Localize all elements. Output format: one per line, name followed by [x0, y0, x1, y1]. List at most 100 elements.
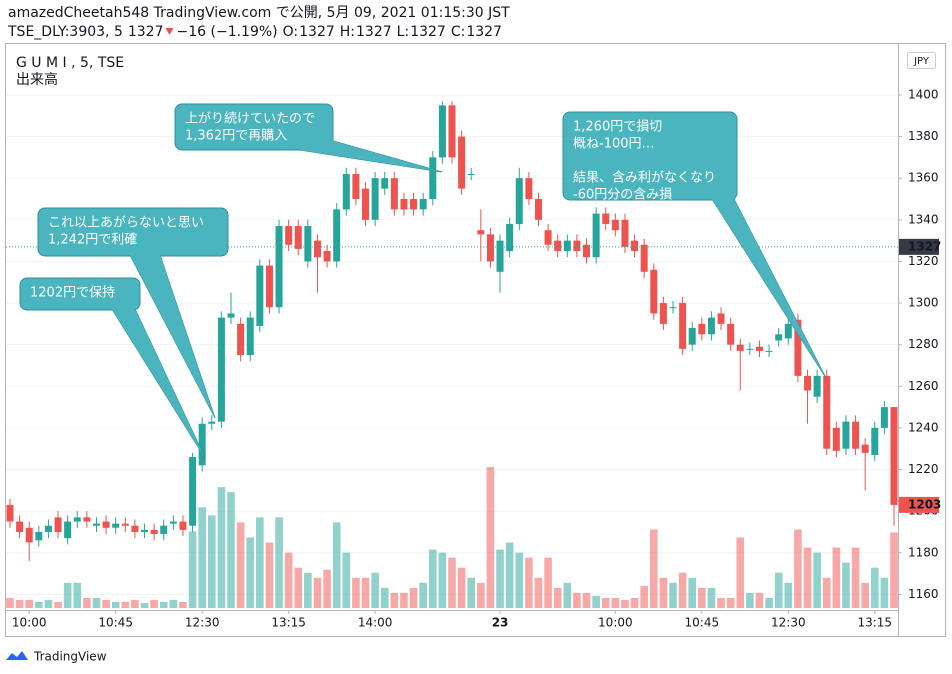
volume-bar [342, 552, 351, 608]
candle-body [131, 525, 139, 532]
candle-body [246, 317, 254, 356]
volume-bar [832, 547, 841, 608]
candle-body [333, 209, 341, 262]
y-tick-label: 1360 [908, 171, 939, 185]
callout-box [562, 111, 738, 201]
candle-body [880, 407, 888, 428]
candle-body [755, 346, 763, 351]
x-tick-label: 13:15 [271, 616, 306, 630]
ohlc-label: H: [340, 24, 355, 40]
volume-bar [428, 549, 437, 608]
callout-joint [712, 199, 826, 378]
volume-bar [630, 597, 639, 608]
candle-body [823, 375, 831, 449]
volume-bar [726, 597, 735, 608]
callout-text: 1202円で保持 [30, 286, 115, 301]
candle-body [102, 521, 110, 528]
volume-bar [265, 542, 274, 608]
callout-text: 1,260円で損切 [573, 120, 662, 135]
candle-body [659, 303, 667, 324]
ohlc-value: 1327 [466, 24, 502, 40]
candle-body [227, 313, 235, 318]
volume-bar [390, 592, 399, 608]
volume-bar [448, 557, 456, 608]
y-tick-label: 1320 [908, 254, 939, 268]
ohlc-value: 1327 [299, 24, 335, 40]
volume-bar [746, 592, 754, 608]
x-tick-label: 10:00 [12, 616, 47, 630]
callout-text: 概ね-100円… [573, 137, 655, 152]
candle-body [410, 198, 418, 210]
candle-body [707, 317, 715, 335]
y-tick-label: 1400 [908, 87, 939, 101]
y-tick-label: 1260 [908, 379, 939, 393]
volume-bar [73, 582, 82, 608]
candle-body [871, 427, 879, 455]
volume-bar [111, 601, 120, 608]
volume-bar [611, 597, 620, 608]
candle-body [861, 444, 869, 453]
candle-body [121, 523, 129, 526]
candle-body [73, 517, 81, 522]
volume-bar [236, 522, 245, 608]
volume-bar [601, 597, 610, 608]
candle-body [92, 523, 100, 526]
volume-bar [284, 552, 293, 608]
y-tick-label: 1240 [908, 420, 939, 434]
candle-body [400, 198, 408, 210]
candle-body [304, 226, 312, 262]
volume-bar [544, 557, 552, 608]
header-last: 1327 [128, 24, 164, 40]
candle-body [746, 348, 754, 350]
callout-text: -60円分の含み損 [573, 187, 672, 203]
candle-body [112, 523, 120, 528]
candle-body [256, 265, 264, 326]
volume-bar [755, 592, 764, 608]
volume-bar [256, 517, 264, 608]
volume-bar [890, 532, 898, 608]
candle-body [323, 251, 331, 262]
volume-bar [842, 562, 850, 608]
candle-body [83, 517, 91, 522]
header-title: amazedCheetah548 TradingView.com で公開, 5月… [8, 5, 510, 21]
candle-body [804, 375, 812, 391]
candle-body [294, 226, 302, 249]
ohlc-label: O: [283, 24, 299, 40]
volume-bar [217, 487, 226, 608]
volume-bar [621, 599, 629, 608]
candle-body [141, 529, 149, 532]
candle-body [285, 226, 293, 245]
volume-bar [688, 577, 697, 608]
candle-body [832, 427, 840, 451]
candle-body [611, 219, 619, 231]
ohlc-value: 1327 [356, 24, 392, 40]
currency-badge[interactable] [907, 52, 936, 69]
volume-bar [227, 492, 235, 608]
volume-bar [83, 597, 91, 608]
candle-body [342, 174, 350, 210]
volume-bar [15, 599, 24, 608]
volume-bar [438, 552, 447, 608]
y-tick-label: 1220 [908, 462, 939, 476]
volume-bar [563, 582, 572, 608]
last-price-label: 1203 [908, 497, 941, 511]
candle-body [784, 323, 792, 339]
candle-body [602, 213, 610, 224]
legend-symbol: G U M I , 5, TSE [16, 55, 124, 71]
candle-body [313, 240, 321, 258]
candle-body [534, 198, 542, 220]
volume-bar [765, 597, 773, 608]
volume-bar [669, 582, 677, 608]
candle-body [275, 226, 283, 308]
candle-body [698, 323, 706, 335]
volume-bar [649, 529, 658, 608]
candle-body [458, 136, 466, 189]
candle-body [189, 457, 197, 526]
candle-body [448, 105, 456, 158]
candle-body [679, 303, 687, 349]
candle-body [237, 323, 245, 356]
volume-bar [784, 582, 793, 608]
candle-body [150, 529, 158, 535]
callout-joint [112, 309, 205, 458]
x-tick-label: 14:00 [358, 616, 393, 630]
